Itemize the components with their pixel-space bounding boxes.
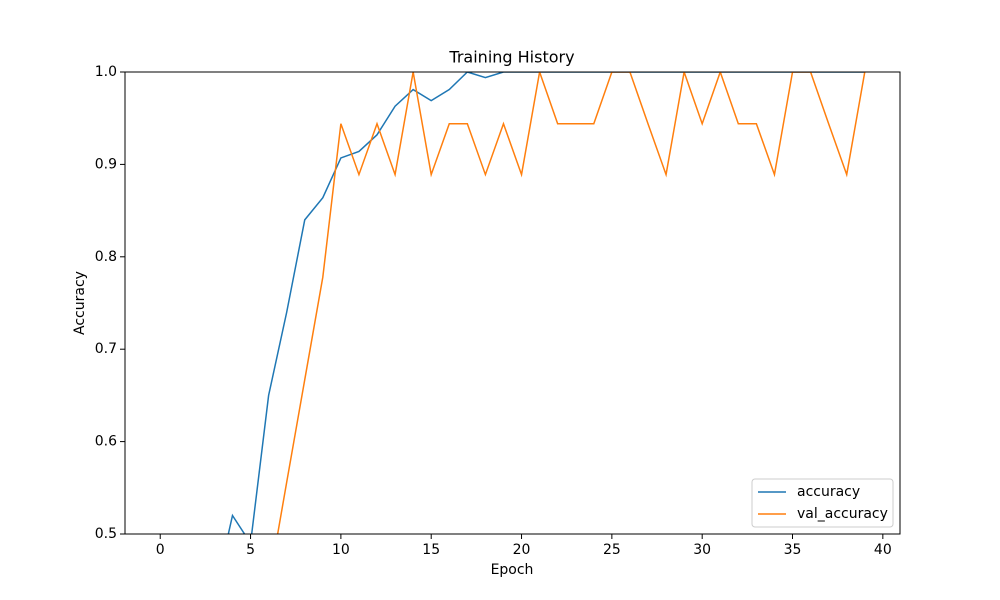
legend-box	[751, 478, 894, 528]
y-tick-label: 0.9	[95, 156, 117, 172]
x-tick-label: 15	[422, 542, 440, 558]
x-tick-label: 25	[603, 542, 621, 558]
x-tick-label: 35	[784, 542, 802, 558]
y-tick-label: 1.0	[95, 64, 117, 80]
plot-frame	[124, 71, 901, 535]
y-tick-label: 0.8	[95, 249, 117, 265]
y-tick-label: 0.6	[95, 434, 117, 450]
x-tick-label: 5	[246, 542, 255, 558]
plot-area	[227, 72, 866, 534]
x-tick-label: 10	[332, 542, 350, 558]
x-tick-label: 0	[156, 542, 165, 558]
legend-label: val_accuracy	[797, 506, 888, 522]
x-tick-label: 20	[513, 542, 531, 558]
chart-title: Training History	[448, 48, 574, 67]
y-tick-label: 0.5	[95, 526, 117, 542]
x-tick-label: 30	[693, 542, 711, 558]
line-series	[227, 72, 865, 534]
y-axis-label: Accuracy	[72, 271, 88, 335]
y-tick-label: 0.7	[95, 341, 117, 357]
x-axis-label: Epoch	[491, 562, 534, 578]
line-series	[276, 72, 866, 534]
x-tick-label: 40	[874, 542, 892, 558]
legend-label: accuracy	[797, 484, 860, 500]
